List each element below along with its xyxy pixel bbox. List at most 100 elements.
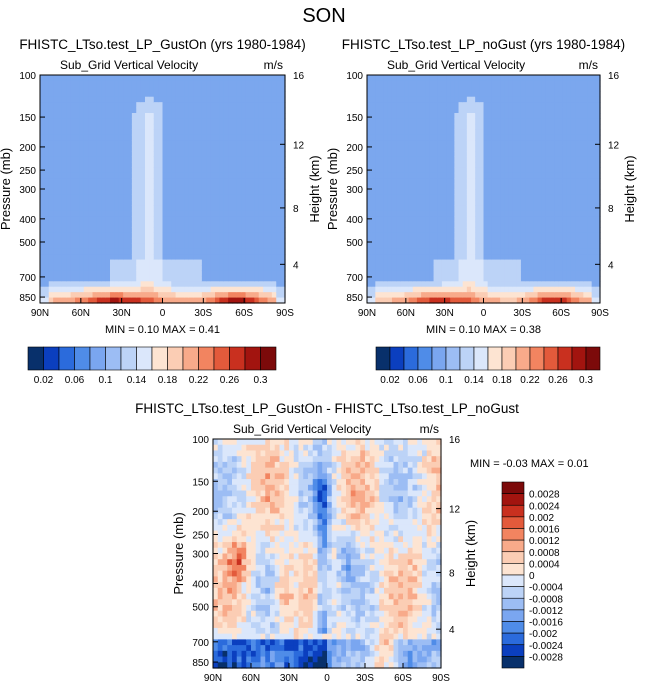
field-cell (433, 140, 439, 147)
field-cell (575, 123, 580, 130)
field-cell (210, 270, 216, 277)
field-cell (245, 178, 251, 185)
field-cell (66, 167, 72, 174)
field-cell (114, 113, 120, 120)
field-cell (537, 183, 543, 190)
field-cell (441, 189, 447, 196)
field-cell (223, 129, 229, 136)
field-cell (570, 96, 576, 103)
field-cell (267, 254, 273, 261)
field-cell (500, 275, 505, 282)
field-cell (371, 237, 376, 244)
field-cell (375, 221, 381, 228)
field-cell (437, 151, 443, 158)
field-cell (271, 189, 277, 196)
field-cell (537, 237, 543, 244)
field-cell (210, 199, 216, 206)
field-cell (529, 270, 535, 277)
field-cell (271, 199, 277, 206)
field-cell (437, 80, 443, 87)
colorbar-swatch (529, 346, 545, 371)
field-cell (404, 189, 410, 196)
field-cell (201, 243, 207, 250)
field-cell (458, 134, 464, 141)
field-cell (512, 237, 518, 244)
field-cell (79, 297, 85, 304)
field-cell (508, 265, 514, 272)
colorbar-label: 0.18 (158, 375, 178, 386)
field-cell (371, 221, 376, 228)
field-cell (241, 113, 247, 120)
field-cell (375, 123, 381, 130)
field-cell (396, 199, 401, 206)
field-cell (44, 172, 50, 179)
field-cell (537, 232, 543, 239)
field-cell (566, 270, 572, 277)
field-cell (136, 221, 142, 228)
field-cell (520, 199, 526, 206)
field-cell (250, 172, 255, 179)
field-cell (562, 237, 568, 244)
field-cell (516, 140, 522, 147)
x-tick-label: 60S (552, 308, 570, 319)
field-cell (153, 129, 159, 136)
field-cell (193, 172, 199, 179)
field-cell (466, 91, 472, 98)
field-cell (215, 183, 220, 190)
field-cell (475, 210, 480, 217)
field-cell (217, 650, 224, 658)
field-cell (491, 118, 497, 125)
field-cell (558, 232, 564, 239)
field-cell (222, 559, 228, 566)
field-cell (217, 496, 224, 503)
field-cell (222, 616, 228, 623)
field-cell (61, 172, 67, 179)
field-cell (483, 189, 489, 196)
field-cell (188, 210, 194, 217)
field-cell (545, 270, 551, 277)
field-cell (441, 259, 447, 266)
field-cell (591, 297, 597, 304)
field-cell (219, 145, 225, 152)
field-cell (416, 286, 422, 293)
field-cell (446, 167, 451, 174)
field-cell (412, 91, 418, 98)
field-cell (383, 129, 389, 136)
field-cell (367, 194, 372, 201)
field-cell (70, 129, 76, 136)
field-cell (558, 227, 564, 234)
field-cell (575, 210, 580, 217)
field-cell (217, 639, 224, 646)
field-cell (175, 254, 181, 261)
field-cell (75, 145, 80, 152)
field-cell (570, 227, 576, 234)
field-cell (425, 292, 431, 299)
field-cell (166, 75, 172, 82)
field-cell (145, 248, 150, 255)
field-cell (70, 91, 76, 98)
field-cell (458, 156, 464, 163)
field-cell (145, 232, 150, 239)
field-cell (379, 96, 385, 103)
field-cell (228, 145, 234, 152)
field-cell (437, 248, 443, 255)
field-cell (153, 221, 159, 228)
field-cell (583, 96, 589, 103)
y2-tick-label: 16 (293, 71, 305, 82)
field-cell (566, 102, 572, 109)
field-cell (188, 243, 194, 250)
field-cell (232, 194, 238, 201)
field-cell (280, 167, 286, 174)
field-cell (429, 227, 435, 234)
field-cell (197, 178, 203, 185)
field-cell (458, 80, 464, 87)
field-cell (429, 167, 435, 174)
field-cell (250, 140, 255, 147)
field-cell (500, 80, 505, 87)
field-cell (391, 167, 397, 174)
field-cell (541, 232, 547, 239)
field-cell (487, 275, 493, 282)
field-cell (57, 183, 63, 190)
field-cell (508, 161, 514, 168)
field-cell (61, 129, 67, 136)
